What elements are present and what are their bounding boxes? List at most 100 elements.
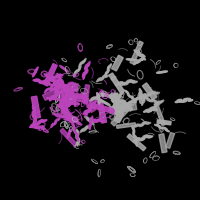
Ellipse shape bbox=[122, 104, 125, 105]
Ellipse shape bbox=[62, 98, 65, 101]
Ellipse shape bbox=[124, 105, 128, 107]
Ellipse shape bbox=[64, 97, 67, 100]
Ellipse shape bbox=[60, 79, 62, 82]
Ellipse shape bbox=[166, 130, 169, 132]
Polygon shape bbox=[94, 104, 115, 113]
Ellipse shape bbox=[117, 106, 120, 107]
Ellipse shape bbox=[90, 120, 94, 122]
Ellipse shape bbox=[78, 138, 80, 142]
Ellipse shape bbox=[81, 128, 84, 131]
Ellipse shape bbox=[163, 127, 166, 129]
Ellipse shape bbox=[35, 117, 36, 122]
Ellipse shape bbox=[41, 120, 45, 122]
Ellipse shape bbox=[64, 88, 65, 91]
Ellipse shape bbox=[70, 99, 73, 102]
Ellipse shape bbox=[131, 59, 136, 61]
Ellipse shape bbox=[68, 113, 71, 116]
Ellipse shape bbox=[139, 93, 140, 97]
Ellipse shape bbox=[72, 95, 74, 99]
Ellipse shape bbox=[56, 88, 59, 89]
Ellipse shape bbox=[49, 79, 52, 81]
Ellipse shape bbox=[55, 76, 58, 78]
Ellipse shape bbox=[68, 82, 73, 84]
Ellipse shape bbox=[87, 110, 89, 114]
Ellipse shape bbox=[115, 99, 117, 102]
Ellipse shape bbox=[62, 85, 65, 87]
Ellipse shape bbox=[133, 140, 138, 142]
Ellipse shape bbox=[34, 120, 35, 124]
Ellipse shape bbox=[86, 110, 89, 112]
Ellipse shape bbox=[126, 59, 131, 60]
Ellipse shape bbox=[61, 79, 64, 83]
Ellipse shape bbox=[74, 73, 76, 77]
Ellipse shape bbox=[72, 117, 77, 118]
Ellipse shape bbox=[90, 99, 94, 101]
Ellipse shape bbox=[123, 106, 126, 107]
Ellipse shape bbox=[58, 77, 60, 81]
Ellipse shape bbox=[60, 85, 63, 86]
Ellipse shape bbox=[136, 50, 140, 53]
Ellipse shape bbox=[46, 74, 48, 77]
Ellipse shape bbox=[74, 130, 75, 133]
Ellipse shape bbox=[79, 64, 81, 67]
Polygon shape bbox=[61, 90, 68, 111]
Ellipse shape bbox=[98, 97, 100, 101]
Ellipse shape bbox=[125, 81, 130, 83]
Polygon shape bbox=[31, 96, 40, 118]
Polygon shape bbox=[54, 84, 65, 101]
Ellipse shape bbox=[89, 126, 91, 130]
Ellipse shape bbox=[70, 101, 72, 104]
Ellipse shape bbox=[112, 98, 114, 103]
Ellipse shape bbox=[132, 101, 135, 103]
Ellipse shape bbox=[54, 93, 58, 97]
Ellipse shape bbox=[79, 62, 82, 66]
Ellipse shape bbox=[138, 61, 140, 63]
Ellipse shape bbox=[122, 107, 127, 108]
Ellipse shape bbox=[74, 120, 78, 122]
Ellipse shape bbox=[92, 119, 96, 121]
Ellipse shape bbox=[126, 107, 129, 108]
Ellipse shape bbox=[121, 100, 125, 102]
Polygon shape bbox=[114, 111, 124, 123]
Ellipse shape bbox=[67, 135, 69, 138]
Ellipse shape bbox=[74, 103, 75, 106]
Polygon shape bbox=[83, 85, 90, 104]
Ellipse shape bbox=[143, 100, 145, 103]
Ellipse shape bbox=[47, 83, 52, 85]
Polygon shape bbox=[60, 128, 77, 147]
Ellipse shape bbox=[52, 98, 57, 100]
Ellipse shape bbox=[62, 85, 63, 89]
Ellipse shape bbox=[97, 95, 100, 97]
Ellipse shape bbox=[127, 93, 129, 95]
Ellipse shape bbox=[85, 65, 87, 69]
Ellipse shape bbox=[148, 136, 153, 138]
Polygon shape bbox=[111, 108, 129, 126]
Ellipse shape bbox=[103, 75, 106, 77]
Ellipse shape bbox=[33, 71, 36, 75]
Ellipse shape bbox=[105, 75, 109, 78]
Polygon shape bbox=[65, 89, 71, 103]
Ellipse shape bbox=[142, 57, 145, 60]
Ellipse shape bbox=[93, 97, 97, 99]
Ellipse shape bbox=[64, 98, 67, 102]
Ellipse shape bbox=[151, 108, 155, 109]
Ellipse shape bbox=[134, 135, 136, 138]
Ellipse shape bbox=[159, 127, 162, 128]
Ellipse shape bbox=[36, 123, 40, 125]
Ellipse shape bbox=[92, 116, 93, 120]
Ellipse shape bbox=[107, 67, 109, 70]
Ellipse shape bbox=[113, 95, 115, 100]
Ellipse shape bbox=[75, 96, 77, 99]
Ellipse shape bbox=[154, 102, 158, 104]
Ellipse shape bbox=[144, 111, 148, 112]
Ellipse shape bbox=[91, 121, 92, 125]
Ellipse shape bbox=[36, 67, 38, 71]
Ellipse shape bbox=[80, 130, 83, 132]
Ellipse shape bbox=[36, 128, 40, 129]
Ellipse shape bbox=[65, 91, 69, 95]
Polygon shape bbox=[113, 104, 137, 113]
Ellipse shape bbox=[98, 94, 99, 98]
Ellipse shape bbox=[45, 89, 48, 91]
Ellipse shape bbox=[62, 82, 64, 85]
Ellipse shape bbox=[71, 98, 72, 101]
